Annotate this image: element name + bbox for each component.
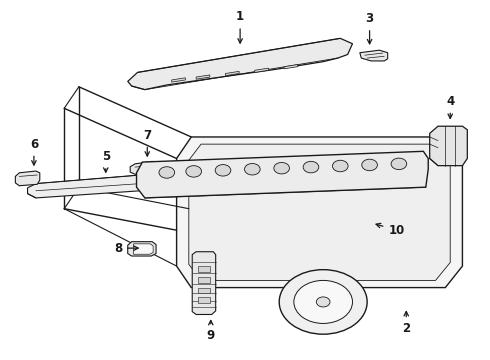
Polygon shape: [225, 71, 239, 76]
Circle shape: [159, 167, 174, 178]
Polygon shape: [172, 78, 185, 82]
Polygon shape: [197, 288, 210, 293]
Polygon shape: [192, 252, 216, 315]
Circle shape: [303, 161, 319, 173]
Polygon shape: [360, 50, 388, 61]
Circle shape: [362, 159, 377, 171]
Text: 10: 10: [376, 223, 405, 237]
Polygon shape: [128, 39, 352, 90]
Polygon shape: [197, 297, 210, 303]
Circle shape: [215, 165, 231, 176]
Polygon shape: [176, 137, 463, 288]
Text: 1: 1: [236, 10, 244, 43]
Polygon shape: [137, 151, 428, 198]
Text: 5: 5: [101, 150, 110, 172]
Polygon shape: [255, 68, 269, 72]
Polygon shape: [130, 161, 159, 174]
Circle shape: [391, 158, 407, 170]
Polygon shape: [134, 244, 153, 254]
Text: 8: 8: [114, 242, 138, 255]
Polygon shape: [27, 173, 174, 198]
Circle shape: [332, 160, 348, 172]
Polygon shape: [430, 126, 467, 166]
Circle shape: [294, 280, 352, 323]
Text: 4: 4: [446, 95, 454, 118]
Circle shape: [317, 297, 330, 307]
Text: 6: 6: [30, 138, 38, 165]
Polygon shape: [196, 75, 210, 79]
Text: 7: 7: [143, 129, 151, 156]
Polygon shape: [128, 242, 156, 256]
Polygon shape: [284, 64, 298, 69]
Polygon shape: [189, 144, 450, 280]
Text: 9: 9: [207, 320, 215, 342]
Polygon shape: [15, 171, 40, 186]
Circle shape: [279, 270, 367, 334]
Circle shape: [274, 162, 290, 174]
Text: 2: 2: [402, 311, 410, 335]
Polygon shape: [197, 266, 210, 272]
Text: 3: 3: [366, 12, 374, 44]
Polygon shape: [197, 277, 210, 283]
Circle shape: [186, 166, 201, 177]
Circle shape: [245, 163, 260, 175]
